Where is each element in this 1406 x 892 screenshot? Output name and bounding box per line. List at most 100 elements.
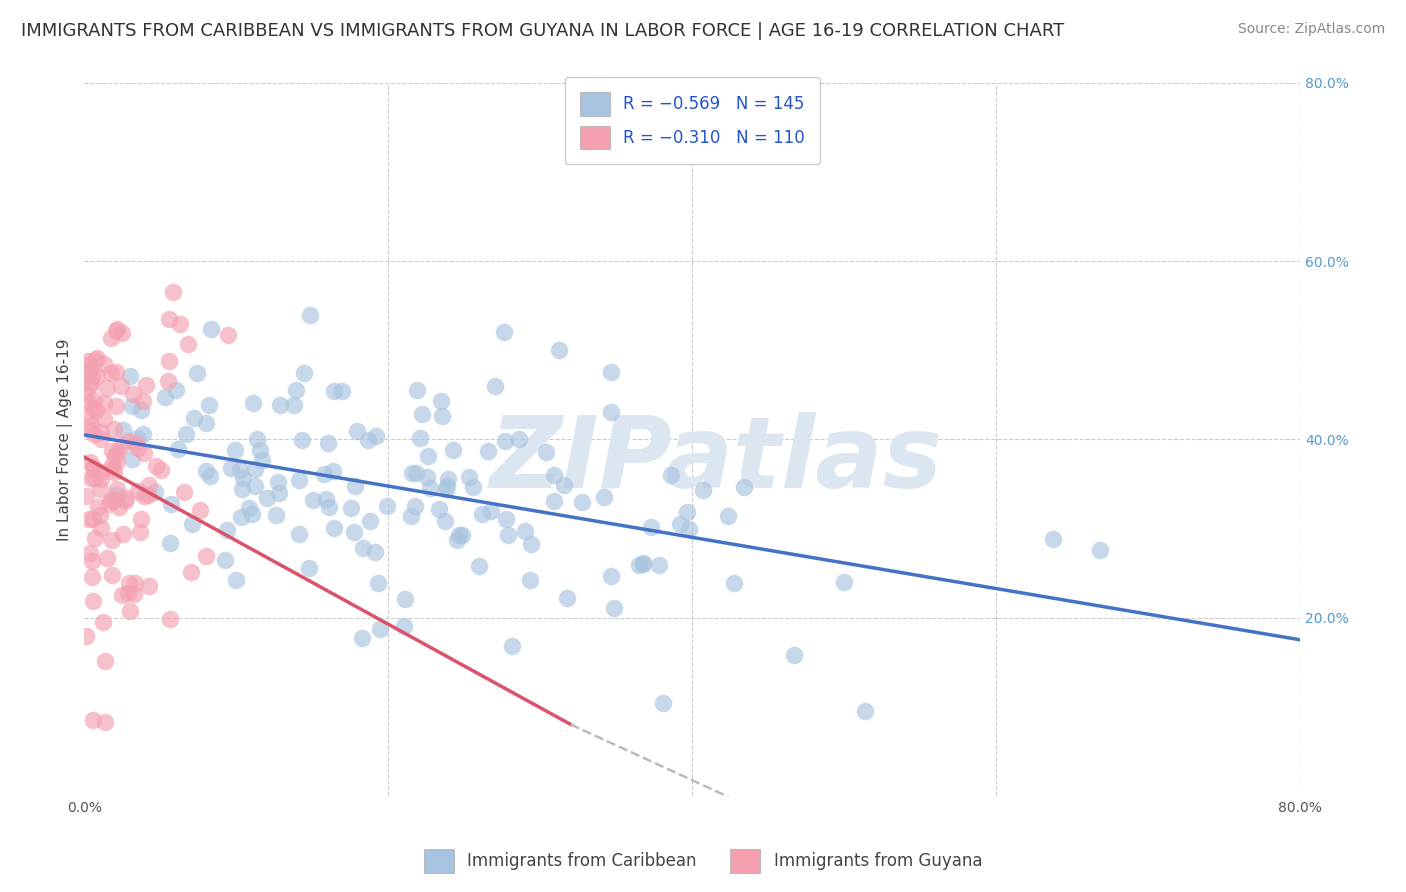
Point xyxy=(77,353,100,368)
Point xyxy=(105,399,128,413)
Point xyxy=(243,462,266,476)
Point xyxy=(159,611,181,625)
Point xyxy=(343,524,366,539)
Legend: Immigrants from Caribbean, Immigrants from Guyana: Immigrants from Caribbean, Immigrants fr… xyxy=(418,842,988,880)
Text: ZIPatlas: ZIPatlas xyxy=(489,412,943,509)
Point xyxy=(117,434,139,448)
Point xyxy=(90,465,112,479)
Point xyxy=(352,541,374,555)
Text: IMMIGRANTS FROM CARIBBEAN VS IMMIGRANTS FROM GUYANA IN LABOR FORCE | AGE 16-19 C: IMMIGRANTS FROM CARIBBEAN VS IMMIGRANTS … xyxy=(21,22,1064,40)
Point xyxy=(111,326,134,340)
Point xyxy=(436,478,458,492)
Point xyxy=(553,478,575,492)
Point xyxy=(115,491,138,505)
Point xyxy=(186,366,208,380)
Point xyxy=(194,549,217,564)
Point xyxy=(853,705,876,719)
Point xyxy=(134,445,156,459)
Point xyxy=(105,454,128,468)
Point xyxy=(267,475,290,490)
Point xyxy=(104,449,127,463)
Point xyxy=(118,576,141,591)
Point xyxy=(543,467,565,482)
Point xyxy=(132,427,155,442)
Point xyxy=(165,383,187,397)
Point xyxy=(101,461,124,475)
Point xyxy=(367,575,389,590)
Point xyxy=(173,485,195,500)
Point xyxy=(103,422,125,436)
Point xyxy=(121,399,143,413)
Point xyxy=(659,468,682,483)
Point xyxy=(733,480,755,494)
Point xyxy=(446,533,468,547)
Point xyxy=(675,505,697,519)
Point xyxy=(93,357,115,371)
Point xyxy=(136,488,159,502)
Point xyxy=(633,558,655,572)
Point xyxy=(124,435,146,450)
Point xyxy=(105,322,128,336)
Point xyxy=(434,514,457,528)
Point xyxy=(599,365,621,379)
Point xyxy=(157,311,180,326)
Point xyxy=(135,377,157,392)
Point xyxy=(631,557,654,571)
Point xyxy=(79,364,101,378)
Point xyxy=(217,328,239,343)
Point xyxy=(292,367,315,381)
Point xyxy=(501,639,523,653)
Text: Source: ZipAtlas.com: Source: ZipAtlas.com xyxy=(1237,22,1385,37)
Point xyxy=(103,465,125,479)
Point xyxy=(83,462,105,476)
Point xyxy=(231,482,253,496)
Point xyxy=(100,458,122,473)
Point xyxy=(405,467,427,481)
Point xyxy=(112,527,135,541)
Point xyxy=(162,285,184,299)
Point xyxy=(592,491,614,505)
Legend: R = −0.569   N = 145, R = −0.310   N = 110: R = −0.569 N = 145, R = −0.310 N = 110 xyxy=(565,77,820,164)
Point xyxy=(224,442,246,457)
Point xyxy=(534,445,557,459)
Point xyxy=(82,401,104,415)
Point xyxy=(408,431,430,445)
Point xyxy=(77,512,100,526)
Y-axis label: In Labor Force | Age 16-19: In Labor Force | Age 16-19 xyxy=(58,338,73,541)
Point xyxy=(214,553,236,567)
Point xyxy=(627,558,650,572)
Point xyxy=(83,392,105,407)
Point xyxy=(316,436,339,450)
Point xyxy=(519,573,541,587)
Point xyxy=(79,423,101,437)
Point xyxy=(242,508,264,522)
Point xyxy=(405,383,427,397)
Point xyxy=(461,480,484,494)
Point xyxy=(494,434,516,449)
Point xyxy=(249,442,271,457)
Point xyxy=(101,533,124,547)
Point xyxy=(93,412,115,426)
Point xyxy=(93,396,115,410)
Point xyxy=(555,591,578,605)
Point xyxy=(83,471,105,485)
Point xyxy=(157,354,180,368)
Point xyxy=(215,523,238,537)
Point xyxy=(225,573,247,587)
Point xyxy=(242,395,264,409)
Point xyxy=(100,331,122,345)
Point xyxy=(450,528,472,542)
Point xyxy=(458,470,481,484)
Point xyxy=(105,365,128,379)
Point xyxy=(219,460,242,475)
Point xyxy=(318,500,340,514)
Point xyxy=(84,352,107,367)
Point xyxy=(269,398,291,412)
Point xyxy=(600,569,623,583)
Point xyxy=(138,579,160,593)
Point xyxy=(198,398,221,412)
Point xyxy=(90,432,112,446)
Point xyxy=(471,507,494,521)
Point xyxy=(100,493,122,508)
Point xyxy=(399,508,422,523)
